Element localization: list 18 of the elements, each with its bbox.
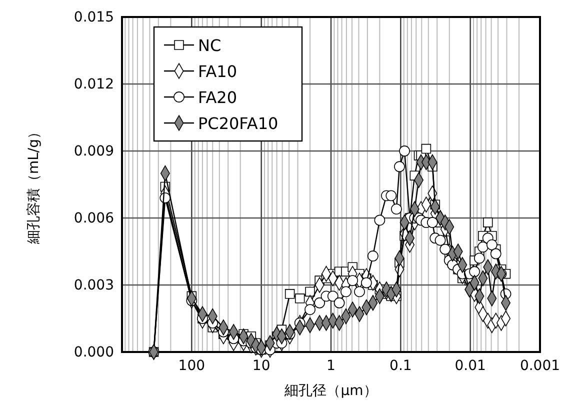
y-tick-label: 0.012 xyxy=(74,76,114,92)
x-tick-label: 100 xyxy=(178,358,206,374)
legend-label: PC20FA10 xyxy=(198,114,278,133)
x-tick-label: 10 xyxy=(252,358,270,374)
y-tick-label: 0.009 xyxy=(74,143,114,160)
y-tick-label: 0.015 xyxy=(74,9,114,26)
x-tick-label: 0.1 xyxy=(390,358,412,374)
y-tick-label: 0.000 xyxy=(74,344,114,360)
legend-label: FA20 xyxy=(198,88,238,107)
x-axis-title: 細孔径（μm） xyxy=(284,383,378,399)
x-tick-label: 1 xyxy=(326,358,336,374)
x-tick-label: 0.001 xyxy=(520,358,560,374)
y-tick-label: 0.003 xyxy=(74,277,114,294)
legend-label: FA10 xyxy=(198,62,238,81)
x-tick-label: 0.01 xyxy=(454,358,486,374)
legend-label: NC xyxy=(198,36,222,55)
y-tick-label: 0.006 xyxy=(74,210,114,226)
y-axis-title: 細孔容積（mL/g） xyxy=(26,124,42,246)
